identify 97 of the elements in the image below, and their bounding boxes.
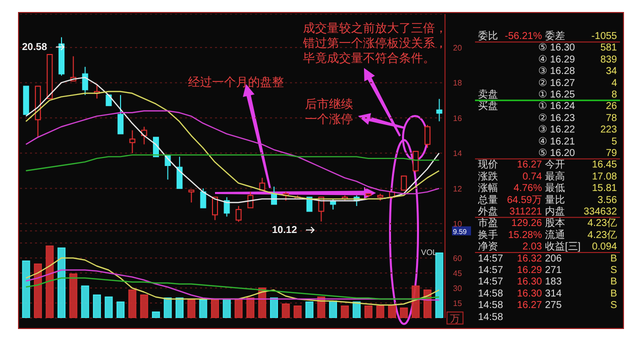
y-tick-label: 30 [453, 284, 462, 293]
bar [400, 308, 408, 318]
y-tick-label: 20 [453, 43, 462, 52]
y-tick-label: 10 [453, 220, 462, 229]
bar [270, 298, 278, 318]
text: ③ 16.28 34 [538, 66, 617, 78]
text: 外盘 311221 内盘 334632 [478, 206, 617, 218]
text: ③ 16.22 223 [538, 124, 617, 136]
bar [81, 286, 90, 318]
bar [140, 294, 148, 318]
candlestick [188, 190, 194, 203]
bar [435, 252, 444, 318]
candlestick [129, 130, 136, 154]
text: 市盈 129.26 股本 4.23亿 [478, 218, 617, 230]
candlestick [236, 206, 242, 222]
y-tick-label: 18 [453, 78, 462, 88]
candlestick [82, 66, 88, 96]
text: ⑤ 16.30 581 [538, 42, 617, 54]
bar [412, 286, 420, 318]
candlestick [224, 196, 230, 218]
text: 14:57 16.29 271 S [478, 265, 617, 276]
bar [199, 300, 208, 318]
line-series [25, 110, 440, 194]
text: 委比 -56.21% 委差 -1055 [478, 31, 617, 42]
y-tick-label: 45 [453, 269, 462, 278]
bar [92, 294, 101, 318]
bar [329, 300, 338, 318]
annotation: 成交量较之前放大了三倍，错过第一个涨停板没关系，毕竟成交量不符合条件。 [302, 21, 447, 65]
bar [164, 298, 172, 318]
y-tick-label: 12 [453, 184, 462, 194]
text: 14:57 16.30 183 B [478, 276, 617, 288]
text: 14:58 16.27 275 S [478, 300, 617, 312]
candlestick [424, 124, 430, 148]
bar [282, 304, 290, 318]
text: 16.30 314 B [516, 288, 617, 300]
bar [352, 302, 361, 318]
bar [388, 304, 396, 318]
line-series [25, 269, 440, 301]
bar [187, 300, 196, 318]
line-series [25, 277, 440, 300]
bar [34, 264, 42, 318]
text: 涨幅 4.76% 最低 15.81 [478, 183, 617, 194]
line-series [25, 257, 440, 306]
bar [376, 306, 384, 318]
bar [104, 296, 113, 318]
bar [128, 290, 136, 318]
text: 14:57 16.32 206 B [478, 253, 617, 264]
bar [364, 306, 372, 318]
bar [210, 300, 219, 318]
bar [116, 302, 125, 318]
text: 总量 64.59万 量比 3.56 [478, 194, 617, 206]
bar [152, 312, 160, 318]
candlestick [400, 176, 407, 191]
text: 现价 16.27 今开 16.45 [478, 160, 617, 171]
text: 净资 2.03 收益[三] 0.094 [478, 242, 617, 253]
y-axis-title: 万 [450, 314, 460, 325]
bar [176, 298, 184, 318]
y-tick-label: 15 [453, 299, 462, 308]
candlestick [176, 156, 183, 189]
candlestick [118, 94, 124, 134]
text: 卖盘 ① 16.25 8 [478, 90, 617, 100]
candlestick [212, 196, 218, 221]
bar [46, 246, 54, 318]
line-series [25, 154, 440, 172]
annotation: 经过一个月的盘整 [188, 75, 284, 89]
text: 买盘 ① 16.24 26 [478, 101, 617, 112]
annotation: 10.12 [272, 225, 298, 236]
candlestick [247, 191, 254, 208]
text: 涨跌 0.74 最高 17.08 [478, 171, 617, 182]
text: 14:58 [478, 288, 504, 300]
annotation: 后市继续一个涨停 [305, 97, 353, 126]
candlestick [306, 196, 312, 212]
text: ② 16.27 4 [538, 78, 617, 89]
bar [246, 298, 254, 318]
text: ⑤ 16.20 79 [538, 148, 617, 159]
text: VOL [420, 248, 438, 257]
text: 换手 15.28% 流通 4.23亿 [478, 230, 617, 241]
y-tick-label: 14 [453, 149, 462, 158]
candlestick [412, 150, 419, 174]
annotation: 20.58 [22, 42, 48, 53]
bar [22, 260, 30, 318]
bar [234, 300, 243, 318]
bar [305, 302, 314, 318]
y-tick-label: 60 [453, 254, 462, 263]
candlestick [259, 177, 266, 191]
text: ④ 16.29 839 [538, 54, 617, 66]
bar [294, 306, 302, 318]
bar [340, 306, 349, 318]
text: ④ 16.21 5 [538, 136, 617, 148]
bar [58, 248, 66, 318]
y-tick-label: 16 [453, 114, 462, 123]
text: ② 16.23 78 [538, 112, 617, 124]
bar [69, 274, 78, 318]
candlestick [436, 98, 442, 122]
text: 14:58 [478, 312, 504, 323]
bar [222, 298, 231, 318]
candlestick [200, 188, 206, 208]
